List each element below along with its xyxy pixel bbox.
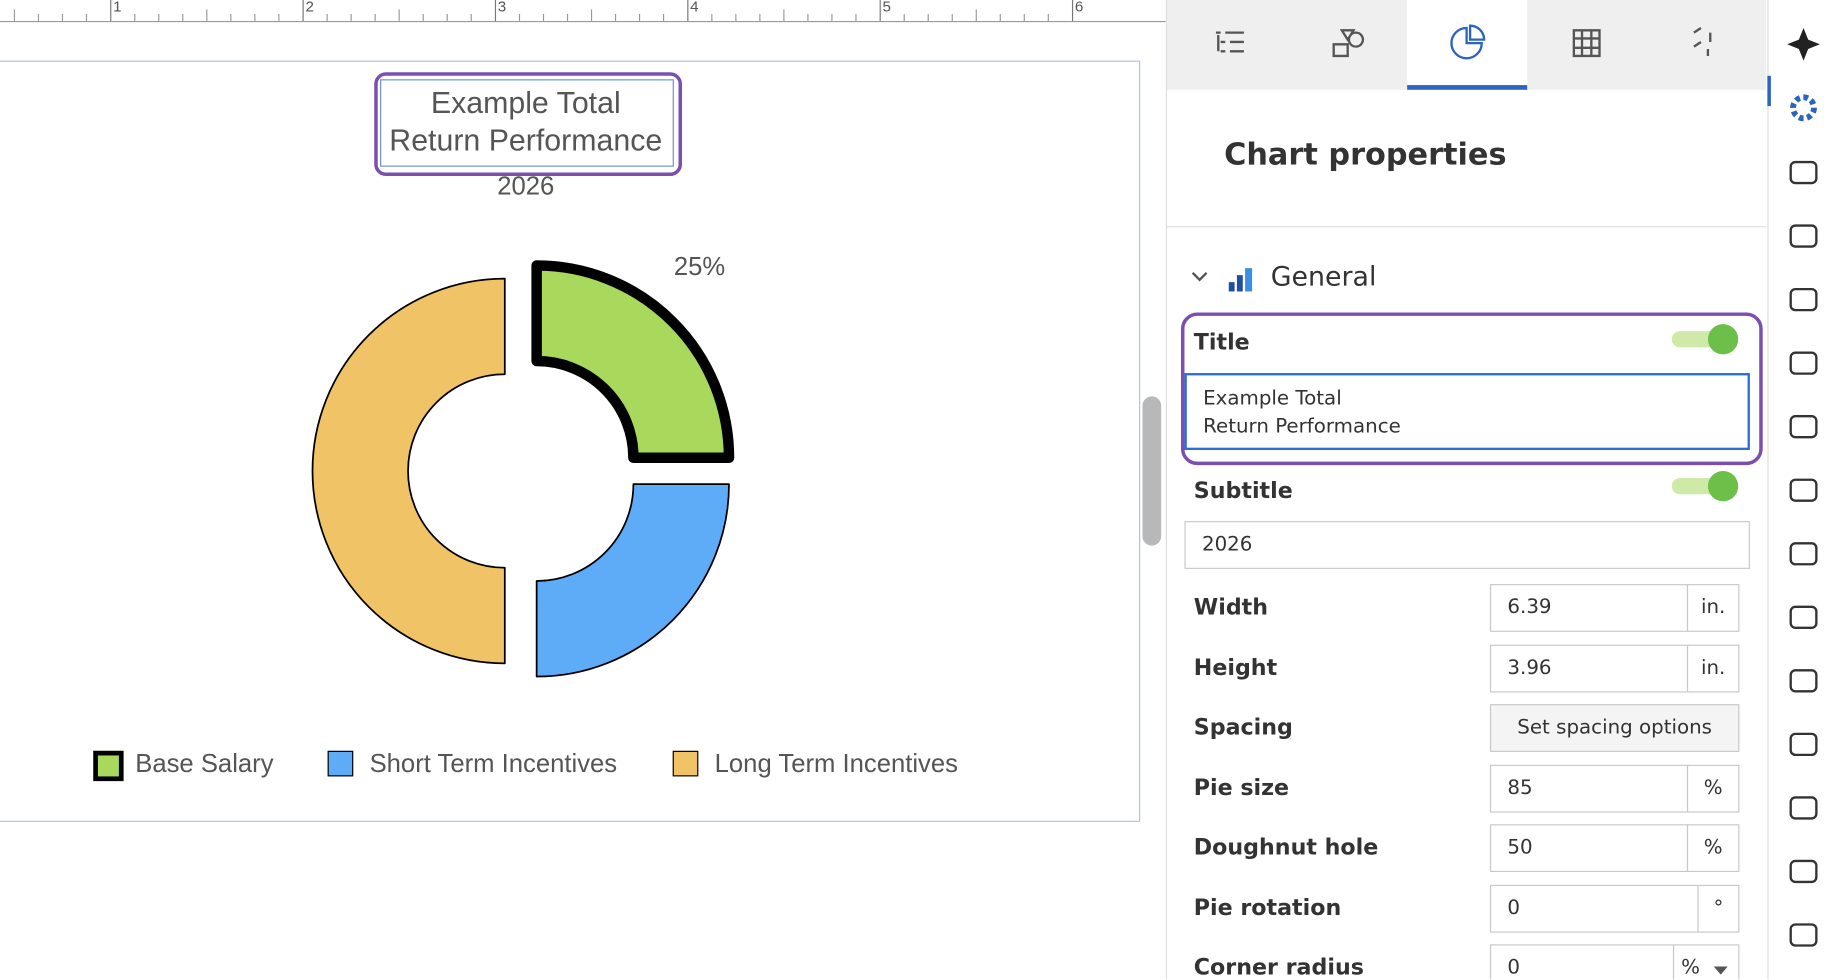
tab-icons — [1215, 24, 1712, 60]
donut-slice — [311, 277, 506, 665]
legend-label: Short Term Incentives — [369, 748, 618, 778]
ai-icon[interactable] — [1787, 27, 1820, 61]
donut-slice — [535, 483, 730, 678]
field-label: Pie rotation — [1193, 894, 1342, 921]
field-input[interactable]: 0 — [1489, 944, 1675, 980]
field-unit[interactable]: in. — [1686, 644, 1740, 692]
ruler: 1 2 3 4 5 6 — [0, 0, 1166, 23]
toggles — [1671, 324, 1739, 502]
donut-slice — [531, 260, 735, 464]
spacing-button[interactable]: Set spacing options — [1489, 704, 1740, 752]
field-unit[interactable]: ° — [1697, 884, 1740, 933]
sidebar-icon[interactable] — [1789, 796, 1818, 820]
field-input[interactable]: 3.96 — [1489, 644, 1689, 692]
field-label: Spacing — [1193, 714, 1293, 741]
section-icons — [1191, 268, 1253, 292]
sidebar — [1787, 27, 1820, 947]
ruler-label: 6 — [1075, 0, 1083, 16]
data-label: 25% — [674, 253, 725, 281]
settings-icon[interactable] — [1790, 94, 1817, 122]
field-input[interactable]: 6.39 — [1489, 584, 1689, 632]
ruler-label: 3 — [498, 0, 506, 16]
dropdown-arrow — [1713, 966, 1728, 975]
chart-frame[interactable] — [0, 60, 1141, 822]
scrollbar[interactable] — [1142, 396, 1162, 546]
legend-label: Long Term Incentives — [714, 748, 958, 778]
ruler-label: 1 — [113, 0, 121, 16]
field-unit[interactable]: % — [1686, 824, 1740, 873]
sidebar-icon[interactable] — [1789, 478, 1818, 502]
field-label: Pie size — [1193, 774, 1290, 801]
sidebar-icon[interactable] — [1789, 732, 1818, 757]
panel-heading: Chart properties — [1224, 137, 1507, 173]
chart-subtitle: 2026 — [497, 171, 555, 201]
divider — [1165, 0, 1167, 980]
field-input[interactable]: 50 — [1489, 824, 1689, 873]
title-selection — [374, 72, 683, 177]
field-unit[interactable]: in. — [1686, 584, 1740, 632]
legend-swatch — [327, 750, 354, 777]
field-label: Title — [1193, 329, 1250, 356]
chevron[interactable] — [1191, 271, 1208, 282]
sidebar-icon[interactable] — [1789, 287, 1818, 312]
field-unit[interactable]: % — [1686, 764, 1740, 812]
field-label: Doughnut hole — [1193, 834, 1379, 861]
section-title[interactable]: General — [1270, 262, 1377, 293]
field-input[interactable]: 0 — [1489, 884, 1699, 933]
sidebar-icon[interactable] — [1789, 415, 1818, 439]
sidebar-icon[interactable] — [1789, 224, 1818, 248]
subtitle-toggle[interactable] — [1707, 470, 1739, 502]
legend: Base Salary Short Term Incentives Long Ter… — [0, 746, 1166, 786]
field-unit[interactable]: % — [1672, 944, 1740, 980]
chart: 25% — [311, 253, 735, 678]
title-highlight — [1180, 312, 1763, 466]
sidebar-icon[interactable] — [1789, 605, 1818, 629]
tab-outline-icon[interactable] — [1215, 31, 1244, 53]
tab-active[interactable] — [1407, 0, 1528, 90]
separator — [1166, 226, 1767, 228]
tab-chart-icon[interactable] — [1450, 24, 1486, 60]
legend-swatch — [93, 750, 124, 782]
field-input[interactable]: 85 — [1489, 764, 1689, 812]
field-label: Height — [1193, 654, 1278, 681]
legend-label: Base Salary — [135, 748, 274, 778]
sidebar-icon[interactable] — [1789, 542, 1818, 566]
sidebar-icon[interactable] — [1789, 859, 1818, 884]
sidebar-icon[interactable] — [1789, 160, 1818, 185]
ruler-label: 4 — [690, 0, 698, 16]
tab-table-icon[interactable] — [1572, 29, 1601, 58]
field-label: Corner radius — [1193, 954, 1364, 980]
sidebar-icon[interactable] — [1789, 669, 1818, 693]
field-label: Subtitle — [1193, 477, 1293, 504]
sidebar-active — [1767, 75, 1771, 107]
subtitle-input[interactable]: 2026 — [1184, 521, 1750, 569]
divider — [1767, 0, 1769, 980]
title-box[interactable] — [380, 79, 674, 167]
legend-swatch — [672, 750, 699, 777]
tab-format-icon[interactable] — [1693, 27, 1712, 56]
ruler-label: 5 — [883, 0, 891, 16]
ruler-label: 2 — [305, 0, 313, 16]
chart-title: Example Total Return Performance — [389, 85, 663, 158]
sidebar-icon[interactable] — [1789, 351, 1818, 375]
field-label: Width — [1193, 594, 1269, 621]
sidebar-icon[interactable] — [1789, 923, 1818, 947]
title-input[interactable]: Example Total Return Performance — [1184, 373, 1750, 451]
tab-shapes-icon[interactable] — [1332, 29, 1365, 58]
title-toggle[interactable] — [1707, 324, 1739, 355]
